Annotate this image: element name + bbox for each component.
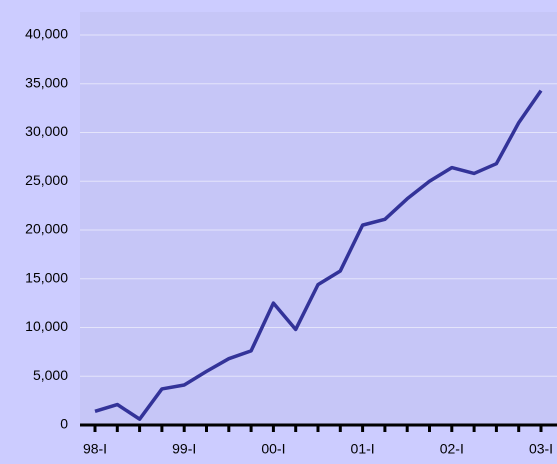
y-tick-label: 5,000 <box>33 367 68 383</box>
x-tick-label: 00-I <box>261 441 285 457</box>
y-tick-label: 20,000 <box>25 221 68 237</box>
plot-area <box>80 12 557 425</box>
y-tick-label: 10,000 <box>25 318 68 334</box>
y-tick-label: 0 <box>60 416 68 432</box>
y-tick-label: 35,000 <box>25 74 68 90</box>
x-tick-label: 98-I <box>83 441 107 457</box>
y-tick-label: 30,000 <box>25 123 68 139</box>
x-tick-label: 01-I <box>351 441 375 457</box>
x-tick-label: 03-I <box>529 441 553 457</box>
y-tick-label: 25,000 <box>25 172 68 188</box>
y-tick-label: 15,000 <box>25 269 68 285</box>
series-line <box>94 89 543 421</box>
x-tick-label: 02-I <box>440 441 464 457</box>
y-tick-label: 40,000 <box>25 26 68 42</box>
x-tick-label: 99-I <box>172 441 196 457</box>
